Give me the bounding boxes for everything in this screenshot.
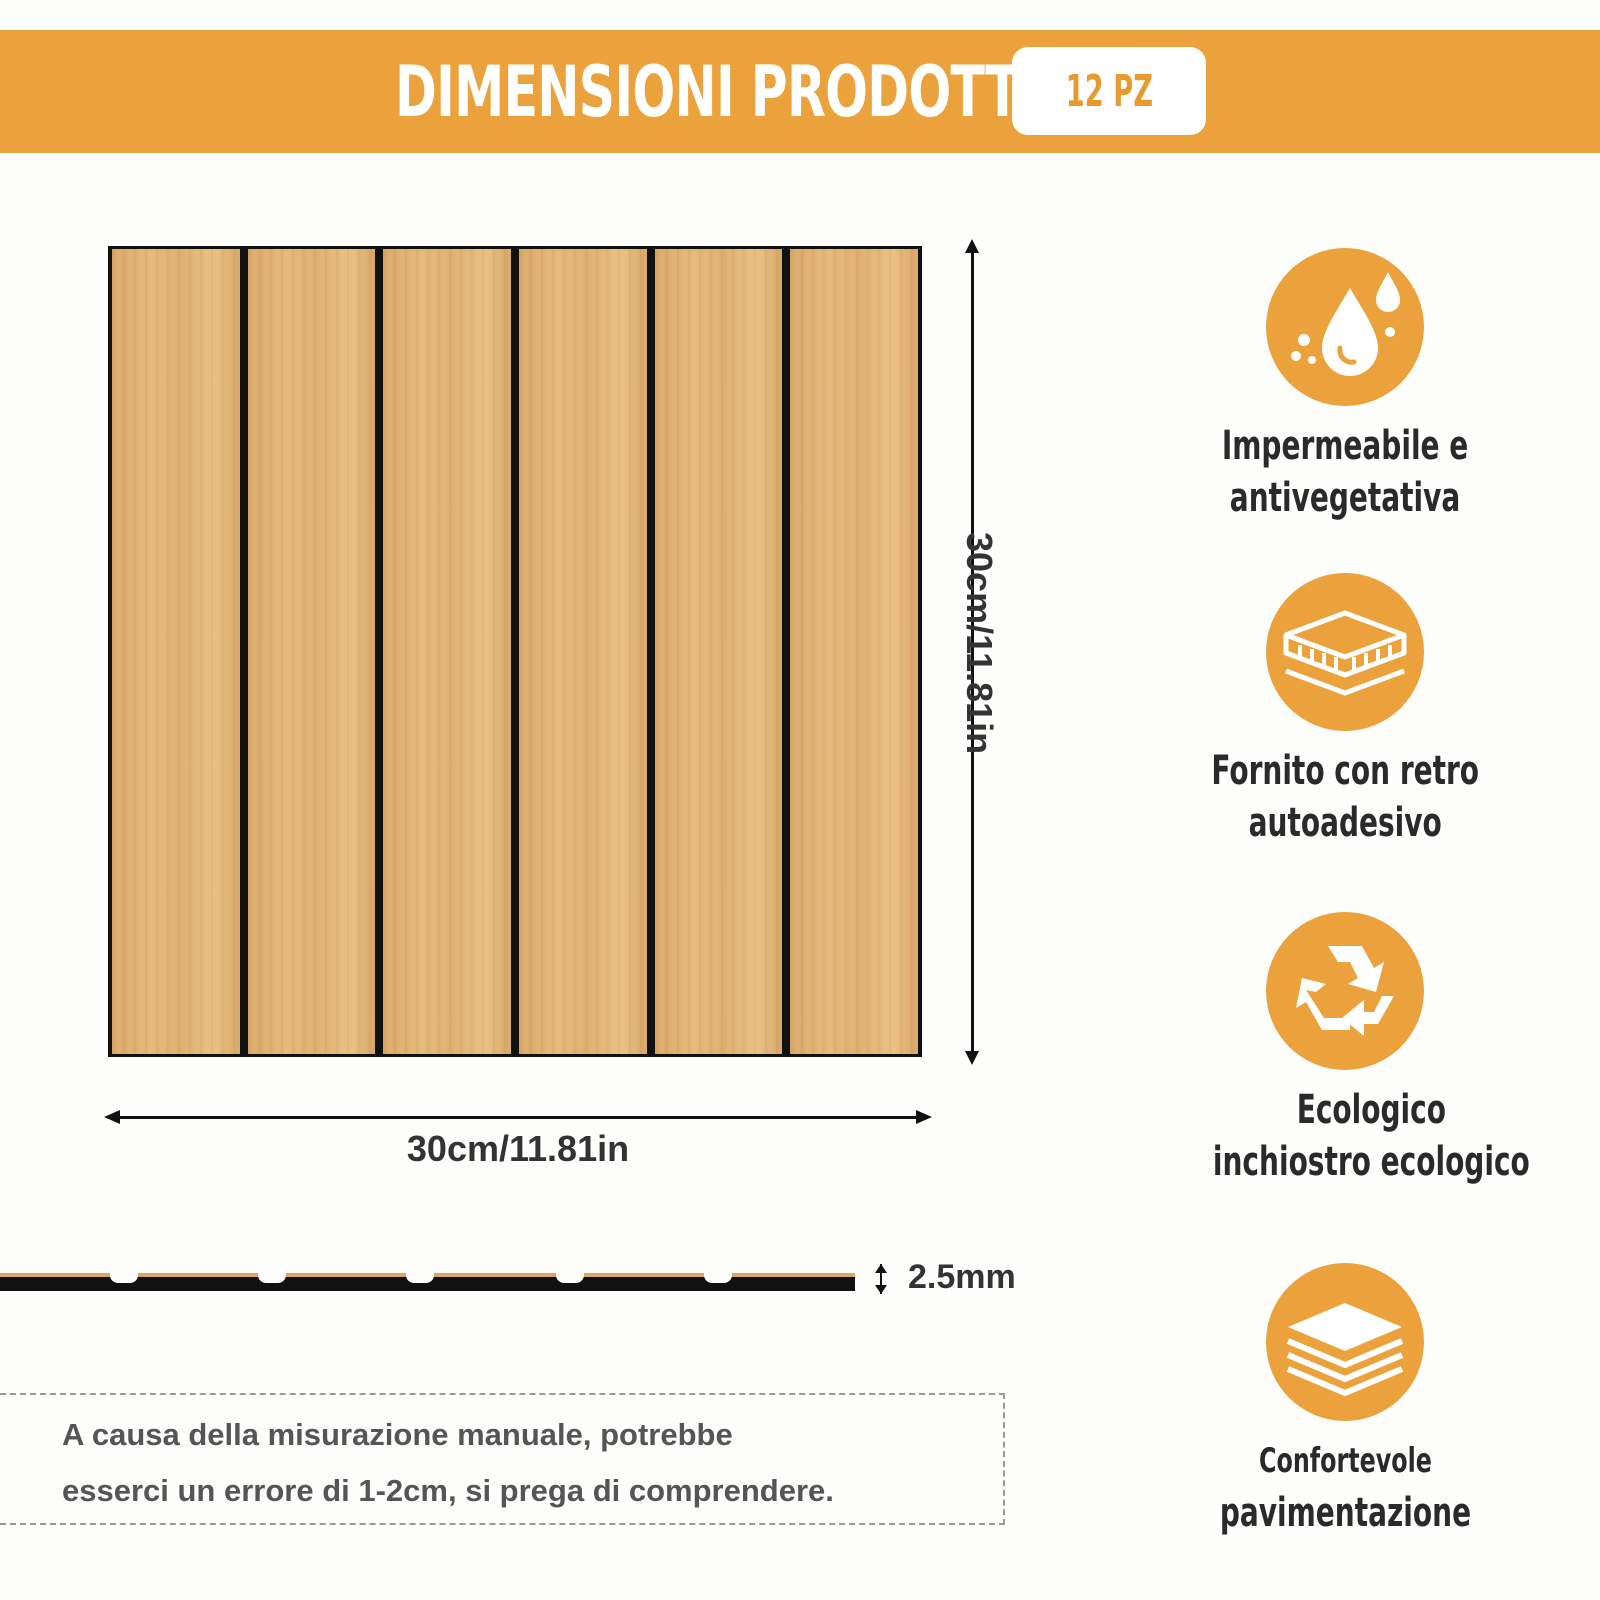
width-dimension-label: 30cm/11.81in [406,1128,630,1169]
wood-plank [790,249,918,1054]
feature-waterproof-line-2: antivegetativa [1229,475,1461,521]
header-banner: DIMENSIONI PRODOTTO 12 PZ [0,30,1600,153]
stacked-tiles-icon [1266,1263,1424,1421]
notice-line-1: A causa della misurazione manuale, potre… [62,1417,733,1452]
wood-plank [112,249,240,1054]
profile-notch [258,1273,286,1283]
measurement-notice-box: A causa della misurazione manuale, potre… [0,1393,1005,1525]
tile-side-profile [0,1273,855,1291]
thickness-label: 2.5mm [908,1258,1016,1296]
feature-eco-line-1: Ecologico [1296,1087,1446,1133]
feature-comfort-line-1: Confortevole [1258,1441,1432,1481]
wood-plank [383,249,511,1054]
water-drops-icon [1266,248,1424,406]
wood-plank [247,249,376,1054]
wood-tile-image [108,246,922,1057]
thickness-arrow [875,1264,887,1294]
notice-line-2: esserci un errore di 1-2cm, si prega di … [62,1473,834,1508]
wood-plank [654,249,783,1054]
height-dimension-arrow [965,239,979,1065]
feature-self-adhesive-line-1: Fornito con retro [1211,748,1479,794]
width-dimension-arrow [104,1110,932,1124]
feature-comfort-line-2: pavimentazione [1219,1490,1471,1536]
profile-notch [110,1273,138,1283]
feature-eco-line-2: inchiostro ecologico [1212,1139,1530,1185]
feature-self-adhesive-line-2: autoadesivo [1248,800,1442,846]
profile-notch [704,1273,732,1283]
feature-self-adhesive: Fornito con retro autoadesivo [1145,573,1545,849]
wood-plank [519,249,647,1054]
profile-notch [406,1273,434,1283]
quantity-badge-label: 12 PZ [1065,65,1153,117]
profile-notch [556,1273,584,1283]
recycle-icon [1266,912,1424,1070]
height-dimension-label: 30cm/11.81in [959,532,1000,755]
feature-waterproof-line-1: Impermeabile e [1221,423,1469,469]
feature-waterproof: Impermeabile e antivegetativa [1145,248,1545,524]
adhesive-layers-icon [1266,573,1424,731]
feature-eco: Ecologico inchiostro ecologico [1145,912,1545,1188]
feature-comfort: Confortevole pavimentazione [1145,1263,1545,1539]
page-title: DIMENSIONI PRODOTTO [395,50,1062,133]
quantity-badge: 12 PZ [1012,47,1206,135]
